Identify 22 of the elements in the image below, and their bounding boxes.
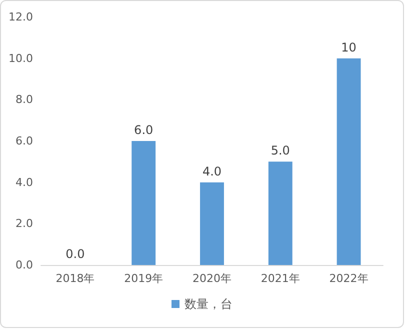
bar bbox=[200, 182, 224, 265]
y-tick-label: 10.0 bbox=[8, 52, 33, 65]
y-tick-label: 4.0 bbox=[16, 176, 33, 189]
bar bbox=[336, 58, 361, 265]
text: 0.0 bbox=[66, 247, 85, 261]
x-tick-label: 2020年 bbox=[192, 272, 232, 285]
x-tick-label: 2019年 bbox=[124, 272, 164, 285]
bar bbox=[268, 162, 292, 265]
bar bbox=[132, 141, 156, 265]
x-tick-label: 2022年 bbox=[329, 272, 368, 285]
text: 6.0 bbox=[134, 123, 154, 137]
y-tick-label: 12.0 bbox=[8, 10, 33, 24]
text: 10 bbox=[341, 40, 356, 54]
y-tick-label: 2.0 bbox=[16, 217, 33, 230]
legend-label: 数量，台 bbox=[184, 297, 232, 311]
y-tick-label: 6.0 bbox=[16, 134, 33, 148]
y-tick-label: 0.0 bbox=[16, 258, 33, 272]
x-tick-label: 2021年 bbox=[260, 272, 300, 285]
text: 5.0 bbox=[270, 144, 290, 158]
text: 4.0 bbox=[202, 164, 222, 178]
x-tick-label: 2018年 bbox=[56, 272, 95, 285]
y-tick-label: 8.0 bbox=[16, 93, 33, 106]
